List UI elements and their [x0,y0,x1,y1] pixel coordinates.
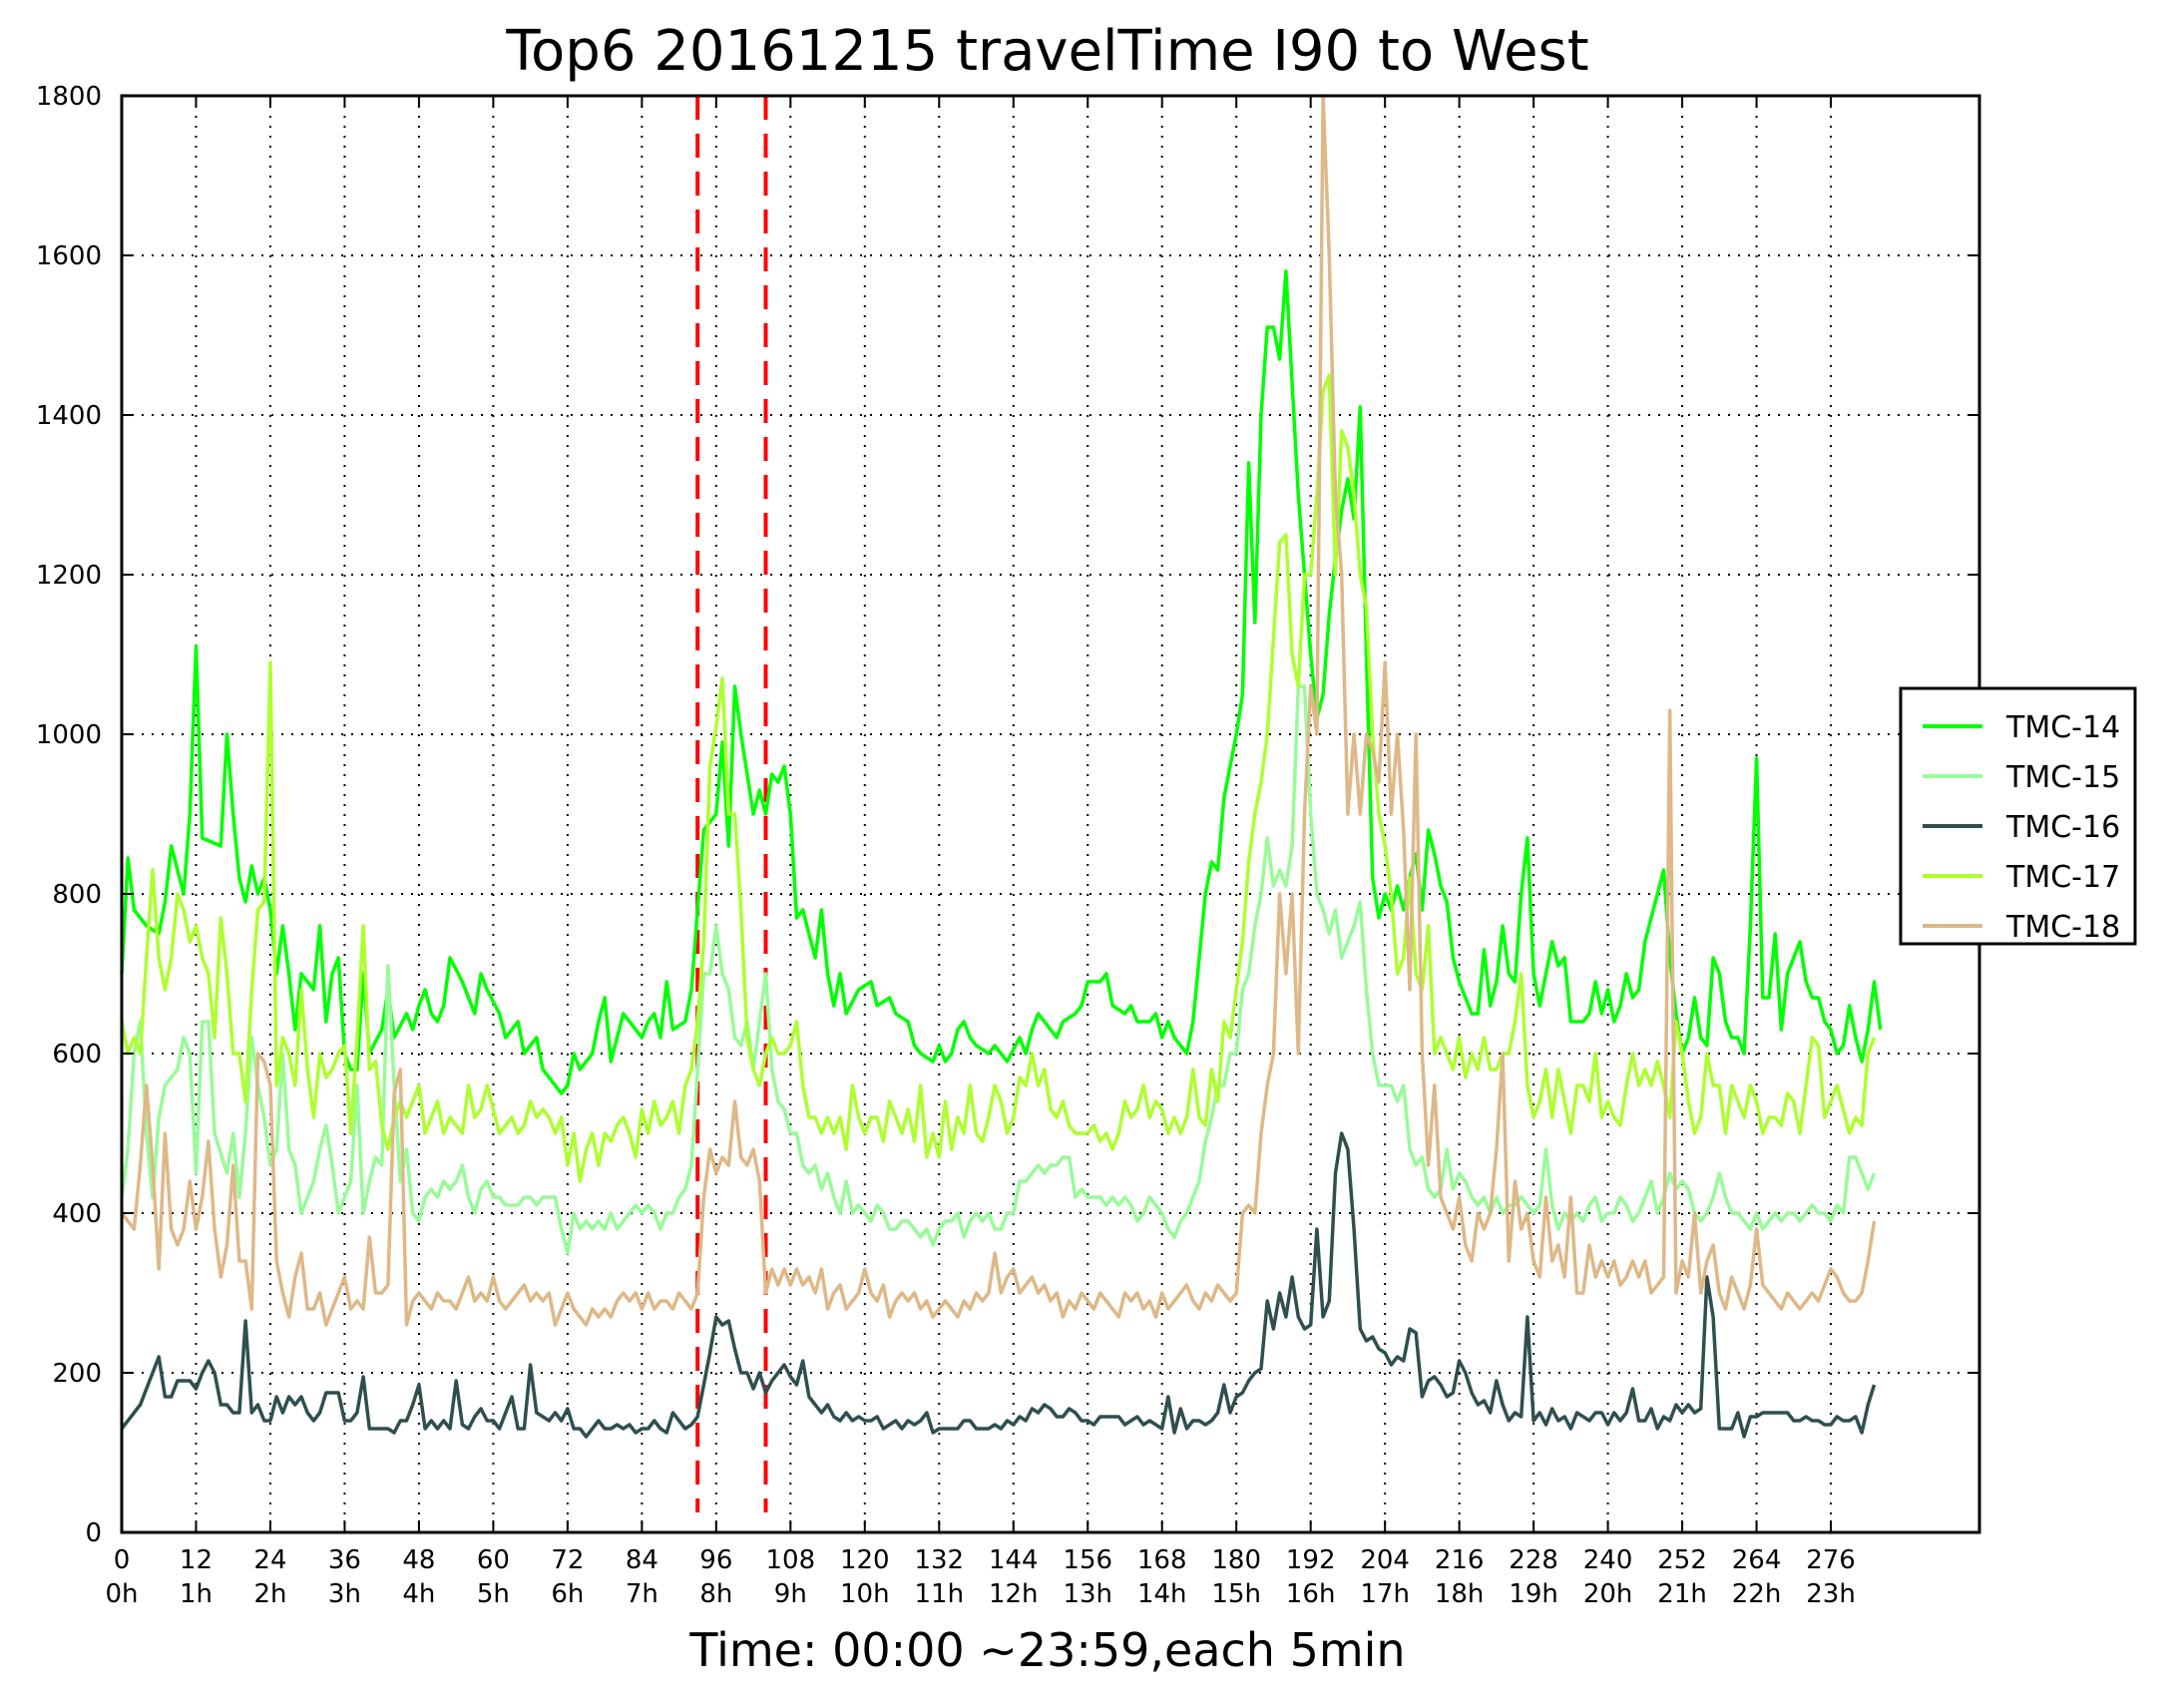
x-tick-label: 132 [914,1545,964,1575]
x-tick-sublabel: 21h [1657,1579,1707,1609]
x-tick-label: 204 [1360,1545,1410,1575]
x-tick-sublabel: 20h [1583,1579,1633,1609]
x-tick-label: 12 [180,1545,213,1575]
x-tick-sublabel: 15h [1211,1579,1261,1609]
legend-label: TMC-17 [2005,860,2120,895]
x-tick-sublabel: 8h [699,1579,732,1609]
x-tick-label: 24 [253,1545,286,1575]
x-tick-label: 72 [551,1545,584,1575]
x-tick-label: 264 [1732,1545,1782,1575]
x-tick-label: 252 [1657,1545,1707,1575]
series-line-tmc-18 [120,94,1877,1327]
x-tick-sublabel: 23h [1806,1579,1856,1609]
x-tick-label: 108 [765,1545,815,1575]
series-line-tmc-17 [120,373,1877,1183]
series-line-tmc-16 [120,1131,1877,1439]
y-tick-label: 600 [52,1040,102,1069]
x-tick-sublabel: 14h [1137,1579,1187,1609]
x-tick-label: 0 [114,1545,131,1575]
x-tick-label: 240 [1583,1545,1633,1575]
y-tick-label: 1400 [36,401,102,431]
x-tick-label: 120 [840,1545,890,1575]
x-tick-sublabel: 3h [328,1579,361,1609]
x-tick-sublabel: 10h [840,1579,890,1609]
x-tick-label: 180 [1211,1545,1261,1575]
series-lines [120,94,1883,1439]
x-tick-sublabel: 18h [1435,1579,1485,1609]
x-tick-sublabel: 13h [1063,1579,1112,1609]
legend-label: TMC-18 [2005,910,2120,945]
chart-title: Top6 20161215 travelTime I90 to West [505,19,1588,84]
x-tick-label: 228 [1509,1545,1558,1575]
x-tick-sublabel: 5h [477,1579,510,1609]
x-tick-sublabel: 22h [1732,1579,1782,1609]
y-tick-label: 1600 [36,241,102,271]
x-tick-label: 216 [1435,1545,1485,1575]
x-tick-sublabel: 6h [551,1579,584,1609]
x-tick-label: 276 [1806,1545,1856,1575]
x-tick-label: 168 [1137,1545,1187,1575]
x-tick-sublabel: 12h [989,1579,1039,1609]
x-tick-sublabel: 0h [105,1579,138,1609]
y-tick-label: 1800 [36,82,102,112]
x-tick-label: 192 [1286,1545,1336,1575]
x-tick-sublabel: 9h [774,1579,807,1609]
legend-box [1899,686,2137,946]
x-tick-sublabel: 4h [402,1579,435,1609]
x-tick-sublabel: 11h [914,1579,964,1609]
y-tick-label: 200 [52,1359,102,1389]
series-line-tmc-14 [120,269,1883,1095]
axis-ticks: 0 200 400 600 800 1000 1200 1400 1600 1800 0 0h 12 1h… [36,82,1979,1609]
legend-label: TMC-14 [2005,710,2120,745]
y-tick-label: 800 [52,880,102,910]
y-tick-label: 1200 [36,561,102,591]
y-tick-label: 1000 [36,720,102,750]
x-tick-sublabel: 1h [180,1579,213,1609]
legend-label: TMC-15 [2005,760,2120,795]
x-tick-label: 84 [626,1545,658,1575]
legend-label: TMC-16 [2005,810,2120,845]
x-tick-label: 48 [402,1545,435,1575]
x-tick-sublabel: 7h [626,1579,658,1609]
x-tick-sublabel: 2h [253,1579,286,1609]
grid-lines [122,96,1979,1532]
x-tick-sublabel: 19h [1509,1579,1558,1609]
x-tick-label: 36 [328,1545,361,1575]
x-tick-sublabel: 17h [1360,1579,1410,1609]
x-tick-label: 60 [477,1545,510,1575]
y-tick-label: 0 [85,1518,102,1548]
y-tick-label: 400 [52,1199,102,1229]
legend: TMC-14 TMC-15 TMC-16 TMC-17 TMC-18 [1899,686,2137,946]
series-line-tmc-15 [120,684,1877,1255]
x-tick-label: 144 [989,1545,1039,1575]
x-tick-label: 96 [699,1545,732,1575]
x-tick-label: 156 [1063,1545,1112,1575]
x-axis-label: Time: 00:00 ~23:59,each 5min [688,1623,1405,1677]
x-tick-sublabel: 16h [1286,1579,1336,1609]
